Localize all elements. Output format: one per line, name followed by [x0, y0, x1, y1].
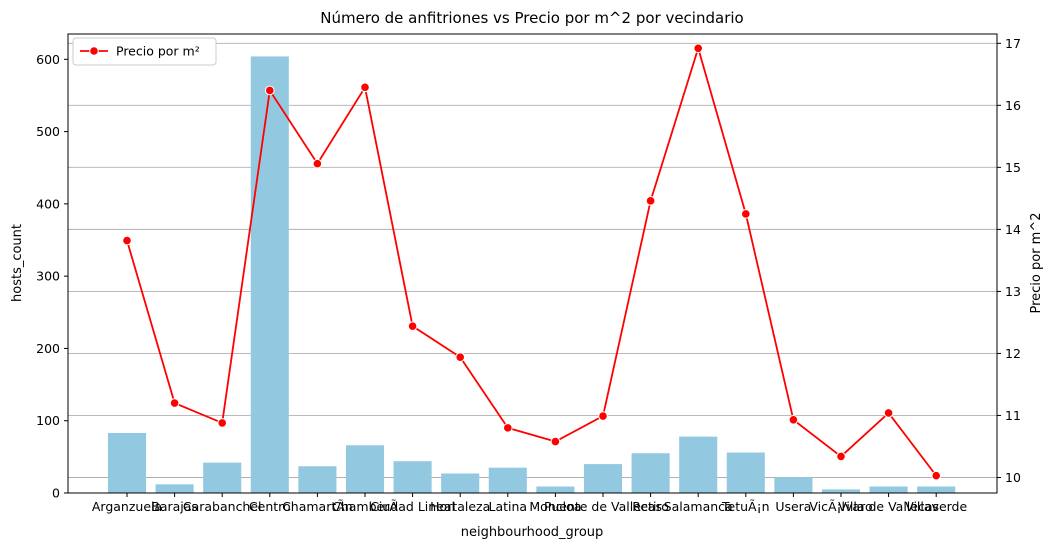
gridlines [68, 42, 997, 478]
line-point [550, 436, 561, 447]
bar [250, 56, 289, 494]
y-left-tick-label: 0 [52, 486, 60, 501]
bar [583, 464, 623, 493]
x-tick-label: ChamberÃ­ [332, 499, 398, 514]
line-point [503, 423, 513, 433]
bar [441, 473, 480, 493]
line-point [360, 82, 370, 93]
x-tick-label: Arganzuela [92, 499, 162, 514]
x-tick-label: Puente de Vallecas [544, 499, 662, 514]
x-tick-label: Barajas [151, 499, 198, 514]
x-tick-label: Salamanca [664, 499, 733, 514]
y-axis-right-label: Precio por m^2 [1029, 212, 1044, 313]
y-left-tick-label: 400 [36, 196, 60, 211]
bar [536, 486, 575, 493]
legend-label: Precio por m² [116, 44, 200, 59]
line-point [455, 352, 466, 362]
price-line [126, 45, 937, 477]
x-tick-label: ChamartÃ­n [282, 499, 353, 514]
bar [917, 486, 956, 493]
axes: 0 100 200 300 400 500 600 10 11 12 13 14 15 16 17 Argan… [36, 36, 1021, 514]
x-axis-label: neighbourhood_group [461, 525, 604, 540]
line-point [788, 415, 799, 425]
x-tick-label: Centro [249, 499, 291, 514]
chart-title: Número de anfitriones vs Precio por m^2 … [320, 9, 743, 27]
line-point [312, 158, 323, 169]
y-right-tick-label: 10 [1005, 470, 1021, 485]
bar [107, 433, 147, 493]
line-point [645, 196, 656, 206]
line-point [407, 321, 418, 331]
x-tick-label: Moncloa [529, 499, 581, 514]
line-point [265, 85, 275, 96]
bar [774, 477, 813, 493]
x-tick-label: Carabanchel [183, 499, 262, 514]
bar [679, 436, 718, 493]
x-tick-label: Hortaleza [430, 499, 490, 514]
y-right-tick-label: 16 [1005, 98, 1021, 113]
bar [726, 452, 765, 493]
y-right-tick-label: 13 [1005, 284, 1021, 299]
y-right-tick-label: 14 [1005, 222, 1021, 237]
line-point [741, 209, 751, 219]
y-left-tick-label: 500 [36, 124, 60, 139]
line-series [122, 43, 942, 481]
line-point [217, 418, 227, 428]
y-right-tick-label: 12 [1005, 346, 1021, 361]
y-left-tick-label: 200 [36, 341, 60, 356]
bar [393, 461, 432, 493]
legend-box [72, 37, 217, 66]
y-right-tick-label: 15 [1005, 160, 1021, 175]
line-point [883, 408, 894, 418]
x-tick-label: TetuÃ¡n [721, 499, 770, 514]
legend-marker [89, 46, 99, 56]
bar [631, 453, 670, 493]
y-left-tick-label: 600 [36, 52, 60, 67]
bar [298, 466, 337, 493]
x-tick-label: Villa de Vallecas [838, 499, 939, 514]
legend: Precio por m² [72, 37, 217, 66]
y-left-tick-label: 100 [36, 413, 60, 428]
line-point [169, 398, 180, 408]
x-tick-label: Villaverde [905, 499, 967, 514]
x-tick-label: Latina [489, 499, 528, 514]
y-right-tick-label: 11 [1005, 408, 1021, 423]
bar [869, 486, 908, 493]
y-right-tick-label: 17 [1005, 36, 1021, 51]
line-point [598, 411, 608, 421]
line-point [122, 235, 132, 246]
line-point [836, 451, 846, 462]
x-tick-label: Ciudad Lineal [370, 499, 455, 514]
bar [488, 467, 527, 493]
line-point [931, 470, 942, 481]
x-tick-label: VicÃ¡lvaro [809, 499, 872, 514]
bar [821, 489, 861, 493]
line-point [693, 43, 704, 54]
y-axis-left-label: hosts_count [10, 224, 25, 302]
bar-series [107, 56, 956, 494]
bar [345, 445, 385, 493]
plot-frame [67, 33, 998, 494]
y-left-tick-label: 300 [36, 269, 60, 284]
bar [155, 484, 194, 493]
x-tick-label: Retiro [632, 499, 669, 514]
bar [203, 462, 242, 493]
x-tick-label: Usera [775, 499, 811, 514]
